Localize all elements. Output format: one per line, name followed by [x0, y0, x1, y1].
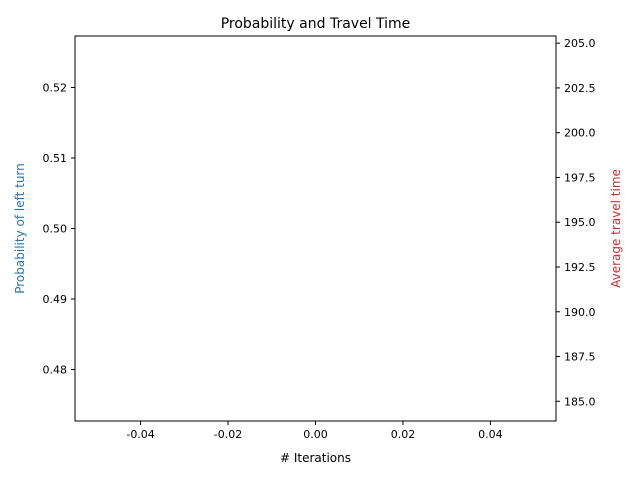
right-y-tick-label: 202.5 [564, 82, 596, 95]
right-y-tick-label: 205.0 [564, 37, 596, 50]
left-y-tick-label: 0.48 [43, 364, 68, 377]
left-y-tick-label: 0.52 [43, 81, 68, 94]
left-y-tick-label: 0.51 [43, 152, 68, 165]
right-axis-label: Average travel time [609, 169, 623, 288]
right-y-tick-label: 197.5 [564, 171, 596, 184]
axis-ticks: -0.04 -0.02 0.00 0.02 0.04 0.48 0.49 0.50 0.51 0.… [43, 37, 596, 441]
x-axis-label: # Iterations [280, 451, 351, 465]
x-tick-label: 0.04 [478, 428, 503, 441]
x-tick-label: 0.02 [391, 428, 416, 441]
right-y-tick-label: 187.5 [564, 351, 596, 364]
right-y-tick-label: 192.5 [564, 261, 596, 274]
left-y-tick-label: 0.49 [43, 293, 68, 306]
left-y-tick-label: 0.50 [43, 223, 68, 236]
x-tick-label: 0.00 [303, 428, 328, 441]
right-y-tick-label: 195.0 [564, 216, 596, 229]
right-y-tick-label: 185.0 [564, 395, 596, 408]
chart-title: Probability and Travel Time [221, 16, 411, 32]
left-axis-label: Probability of left turn [13, 163, 27, 294]
x-tick-label: -0.04 [126, 428, 154, 441]
right-y-tick-label: 190.0 [564, 306, 596, 319]
right-y-tick-label: 200.0 [564, 127, 596, 140]
plot-area [74, 35, 557, 422]
x-tick-label: -0.02 [214, 428, 242, 441]
